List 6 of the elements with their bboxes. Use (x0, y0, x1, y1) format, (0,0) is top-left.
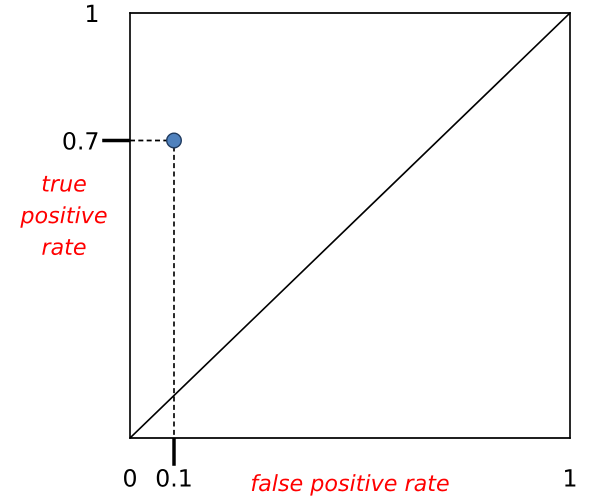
x-tick-label: 0 (124, 468, 136, 487)
y-tick-label: 0.7 (63, 132, 98, 150)
x-axis-title: false positive rate (252, 474, 449, 496)
x-tick-label: 1 (565, 469, 576, 486)
y-axis-title: true positive rate (20, 176, 107, 256)
x-tick-label: 0.1 (156, 468, 191, 487)
